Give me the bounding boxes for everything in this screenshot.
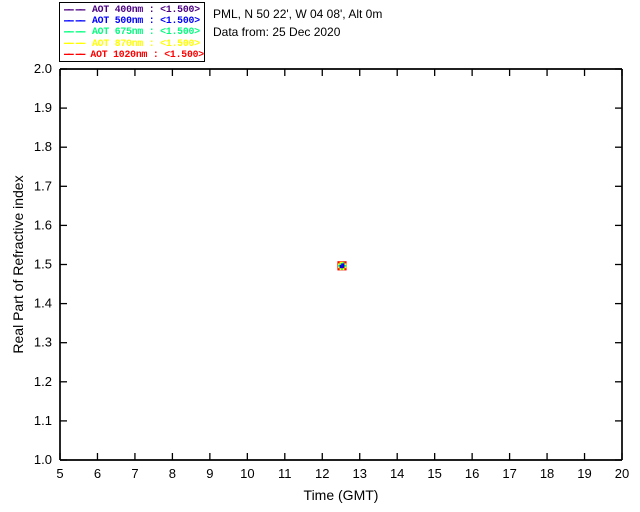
svg-text:1.6: 1.6 <box>34 217 52 232</box>
svg-text:19: 19 <box>577 466 591 481</box>
svg-text:1.8: 1.8 <box>34 139 52 154</box>
svg-text:14: 14 <box>390 466 404 481</box>
svg-text:20: 20 <box>615 466 629 481</box>
svg-text:1.3: 1.3 <box>34 335 52 350</box>
svg-text:8: 8 <box>169 466 176 481</box>
svg-text:1.9: 1.9 <box>34 100 52 115</box>
svg-text:18: 18 <box>540 466 554 481</box>
svg-text:Real Part of Refractive index: Real Part of Refractive index <box>10 175 26 353</box>
svg-text:1.0: 1.0 <box>34 452 52 467</box>
svg-text:15: 15 <box>427 466 441 481</box>
svg-text:17: 17 <box>502 466 516 481</box>
svg-text:6: 6 <box>94 466 101 481</box>
svg-text:13: 13 <box>352 466 366 481</box>
svg-text:12: 12 <box>315 466 329 481</box>
svg-text:11: 11 <box>278 466 292 481</box>
svg-text:1.1: 1.1 <box>34 413 52 428</box>
svg-text:10: 10 <box>240 466 254 481</box>
svg-text:1.2: 1.2 <box>34 374 52 389</box>
svg-text:16: 16 <box>465 466 479 481</box>
svg-text:9: 9 <box>206 466 213 481</box>
svg-text:Time (GMT): Time (GMT) <box>304 487 379 503</box>
svg-text:7: 7 <box>131 466 138 481</box>
svg-text:5: 5 <box>56 466 63 481</box>
svg-text:1.4: 1.4 <box>34 296 52 311</box>
svg-text:1.5: 1.5 <box>34 257 52 272</box>
svg-text:1.7: 1.7 <box>34 178 52 193</box>
svg-text:2.0: 2.0 <box>34 61 52 76</box>
